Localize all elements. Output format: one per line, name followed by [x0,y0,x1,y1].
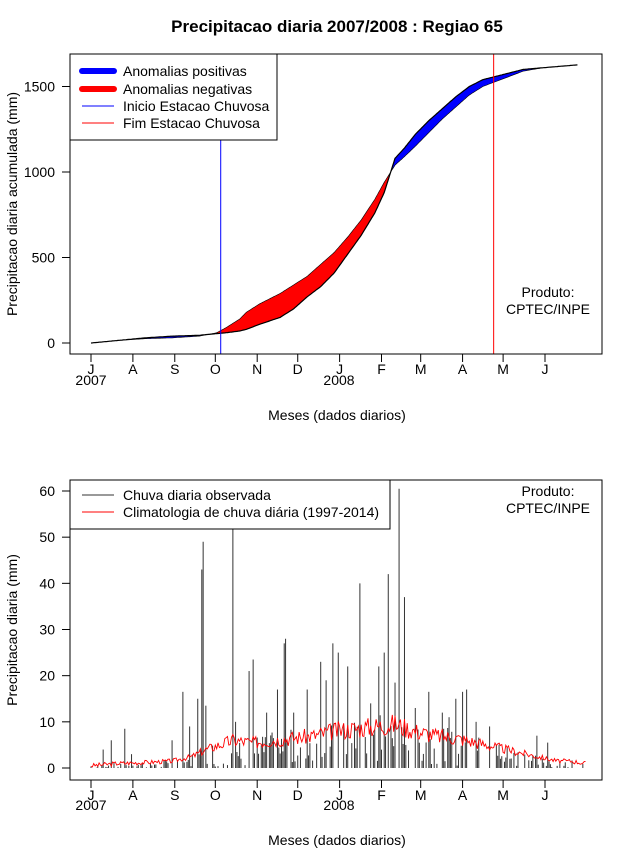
legend-label-observed: Chuva diaria observada [123,487,271,503]
top-y-tick-label: 1500 [24,79,55,95]
top-y-axis-label: Precipitacao diaria acumulada (mm) [4,92,20,316]
legend-label-positive: Anomalias positivas [123,63,247,79]
top-x-tick-label: D [293,361,303,377]
bottom-x-tick-label: A [458,787,468,803]
observed-cumulative-line [90,64,578,344]
top-x-tick-label: F [377,361,386,377]
bottom-plot-content [90,488,586,768]
top-plot-content [90,54,578,354]
top-x-tick-label: A [128,361,138,377]
bottom-x-tick-label: O [210,787,221,803]
bottom-x-tick-label: A [128,787,138,803]
bottom-y-tick-label: 40 [39,575,55,591]
legend-label-onset: Inicio Estacao Chuvosa [123,98,270,114]
bottom-x-tick-label: D [293,787,303,803]
bottom-y-tick-label: 0 [47,760,55,776]
top-annotation-cptec: CPTEC/INPE [506,301,590,317]
top-x-axis-label: Meses (dados diarios) [268,407,406,423]
top-x-tick-label: J [88,361,95,377]
bottom-x-tick-label: J [542,787,549,803]
top-y-tick-label: 1000 [24,164,55,180]
bottom-annotation-cptec: CPTEC/INPE [506,500,590,516]
bottom-y-tick-label: 30 [39,622,55,638]
chart-title: Precipitacao diaria 2007/2008 : Regiao 6… [171,17,503,36]
top-y-axis: 0 500 1000 1500 [24,79,70,351]
bottom-legend: Chuva diaria observada Climatologia de c… [69,479,391,530]
top-year-label-2007: 2007 [75,372,106,388]
top-year-label-2008: 2008 [323,372,354,388]
bottom-annotation-produto: Produto: [522,483,575,499]
bottom-legend-box [69,479,391,530]
top-annotation-produto: Produto: [522,284,575,300]
top-x-tick-label: M [497,361,509,377]
bottom-y-axis: 0 10 20 30 40 50 60 [39,483,70,776]
negative-anomaly-area [208,172,390,335]
top-y-tick-label: 0 [47,335,55,351]
bottom-y-tick-label: 10 [39,714,55,730]
climatology-line [90,714,586,768]
bottom-year-label-2008: 2008 [323,797,354,813]
bottom-x-tick-label: S [170,787,179,803]
legend-label-end: Fim Estacao Chuvosa [123,115,260,131]
top-x-tick-label: A [458,361,468,377]
legend-label-climatology: Climatologia de chuva diária (1997-2014) [123,504,379,520]
bottom-y-tick-label: 20 [39,668,55,684]
legend-label-negative: Anomalias negativas [123,81,252,97]
top-x-tick-label: J [336,361,343,377]
top-y-tick-label: 500 [32,250,56,266]
top-x-tick-label: J [542,361,549,377]
bottom-x-tick-label: M [497,787,509,803]
top-x-tick-label: S [170,361,179,377]
bottom-y-axis-label: Precipitacao diaria (mm) [4,554,20,706]
bottom-x-tick-label: N [252,787,262,803]
bottom-x-tick-label: J [336,787,343,803]
bottom-y-tick-label: 50 [39,529,55,545]
top-x-tick-label: N [252,361,262,377]
bottom-x-tick-label: J [88,787,95,803]
bottom-x-axis-label: Meses (dados diarios) [268,832,406,848]
top-legend: Anomalias positivas Anomalias negativas … [69,53,278,141]
bottom-year-label-2007: 2007 [75,797,106,813]
positive-anomaly-area [390,64,578,173]
top-x-tick-label: M [415,361,427,377]
bottom-y-tick-label: 60 [39,483,55,499]
top-plot-frame [69,53,603,355]
bottom-x-tick-label: M [415,787,427,803]
top-x-tick-label: O [210,361,221,377]
bottom-x-tick-label: F [377,787,386,803]
